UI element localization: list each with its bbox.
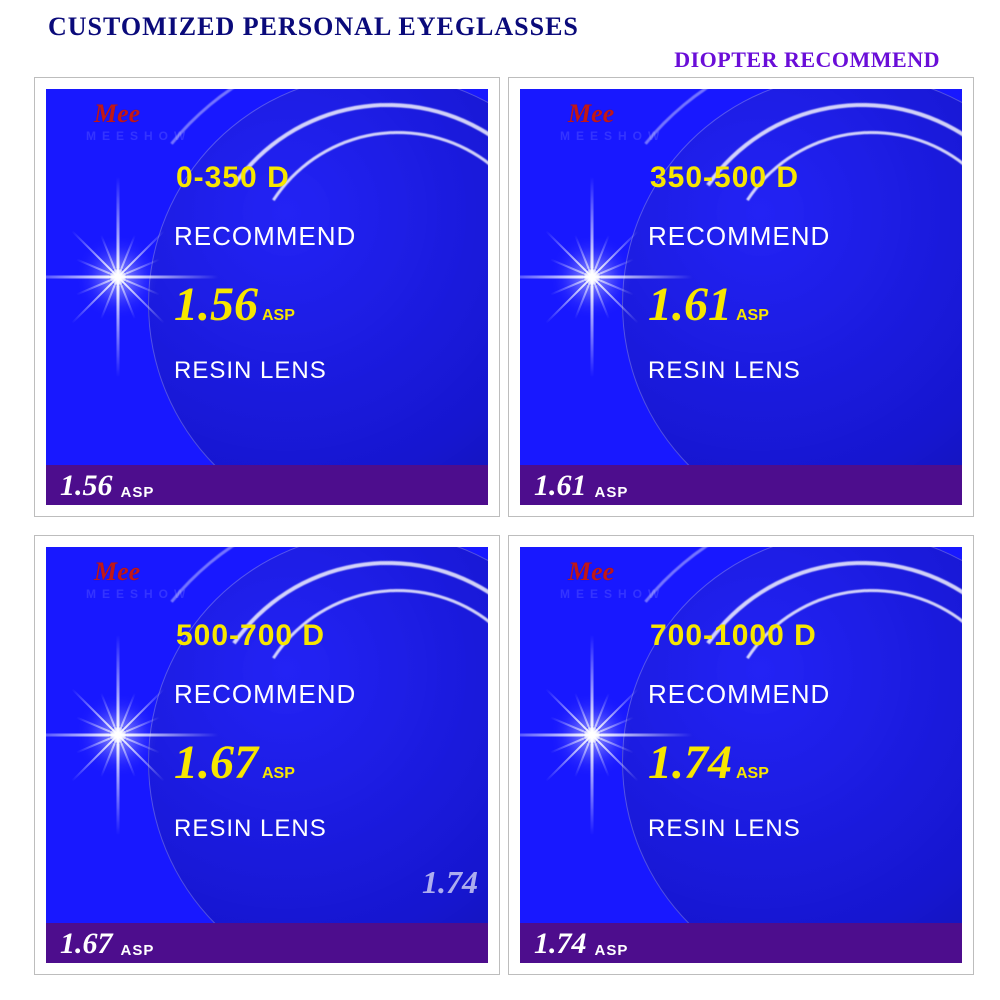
index-row: 1.74 ASP — [648, 735, 769, 790]
lens-card: Mee MEESHOW 350-500 D RECOMMEND 1.61 ASP… — [508, 77, 974, 517]
index-value: 1.74 — [648, 735, 732, 790]
lens-tile: Mee MEESHOW 350-500 D RECOMMEND 1.61 ASP… — [520, 89, 962, 505]
recommend-label: RECOMMEND — [648, 221, 830, 252]
index-row: 1.67 ASP — [174, 735, 295, 790]
lens-card: Mee MEESHOW 700-1000 D RECOMMEND 1.74 AS… — [508, 535, 974, 975]
brand-logo: Mee — [94, 99, 140, 129]
lens-card: Mee MEESHOW 0-350 D RECOMMEND 1.56 ASP R… — [34, 77, 500, 517]
footer-asp: ASP — [121, 484, 155, 501]
diopter-range: 350-500 D — [650, 161, 799, 195]
lens-tile: Mee MEESHOW 500-700 D RECOMMEND 1.67 ASP… — [46, 547, 488, 963]
card-footer: 1.74 ASP — [520, 923, 962, 963]
brand-subtext: MEESHOW — [86, 587, 191, 601]
index-row: 1.61 ASP — [648, 277, 769, 332]
footer-asp: ASP — [595, 484, 629, 501]
card-footer: 1.67 ASP — [46, 923, 488, 963]
brand-logo: Mee — [94, 557, 140, 587]
index-value: 1.61 — [648, 277, 732, 332]
lens-tile: Mee MEESHOW 0-350 D RECOMMEND 1.56 ASP R… — [46, 89, 488, 505]
ghost-overlay-text: 1.74 — [422, 864, 478, 901]
brand-subtext: MEESHOW — [86, 129, 191, 143]
diopter-range: 0-350 D — [176, 161, 290, 195]
material-label: RESIN LENS — [648, 815, 801, 843]
index-value: 1.67 — [174, 735, 258, 790]
footer-asp: ASP — [595, 942, 629, 959]
brand-subtext: MEESHOW — [560, 129, 665, 143]
card-footer: 1.56 ASP — [46, 465, 488, 505]
footer-asp: ASP — [121, 942, 155, 959]
material-label: RESIN LENS — [648, 357, 801, 385]
recommend-label: RECOMMEND — [648, 679, 830, 710]
brand-logo: Mee — [568, 557, 614, 587]
asp-label: ASP — [736, 307, 769, 325]
material-label: RESIN LENS — [174, 357, 327, 385]
page-title: CUSTOMIZED PERSONAL EYEGLASSES — [48, 12, 579, 42]
index-value: 1.56 — [174, 277, 258, 332]
index-row: 1.56 ASP — [174, 277, 295, 332]
footer-index: 1.67 — [60, 927, 113, 961]
recommend-label: RECOMMEND — [174, 221, 356, 252]
lens-card: Mee MEESHOW 500-700 D RECOMMEND 1.67 ASP… — [34, 535, 500, 975]
page-subtitle: DIOPTER RECOMMEND — [674, 47, 940, 73]
lens-grid: Mee MEESHOW 0-350 D RECOMMEND 1.56 ASP R… — [34, 77, 974, 975]
recommend-label: RECOMMEND — [174, 679, 356, 710]
footer-index: 1.61 — [534, 469, 587, 503]
footer-index: 1.74 — [534, 927, 587, 961]
diopter-range: 500-700 D — [176, 619, 325, 653]
material-label: RESIN LENS — [174, 815, 327, 843]
asp-label: ASP — [262, 765, 295, 783]
brand-subtext: MEESHOW — [560, 587, 665, 601]
card-footer: 1.61 ASP — [520, 465, 962, 505]
diopter-range: 700-1000 D — [650, 619, 817, 653]
asp-label: ASP — [262, 307, 295, 325]
footer-index: 1.56 — [60, 469, 113, 503]
asp-label: ASP — [736, 765, 769, 783]
brand-logo: Mee — [568, 99, 614, 129]
lens-tile: Mee MEESHOW 700-1000 D RECOMMEND 1.74 AS… — [520, 547, 962, 963]
